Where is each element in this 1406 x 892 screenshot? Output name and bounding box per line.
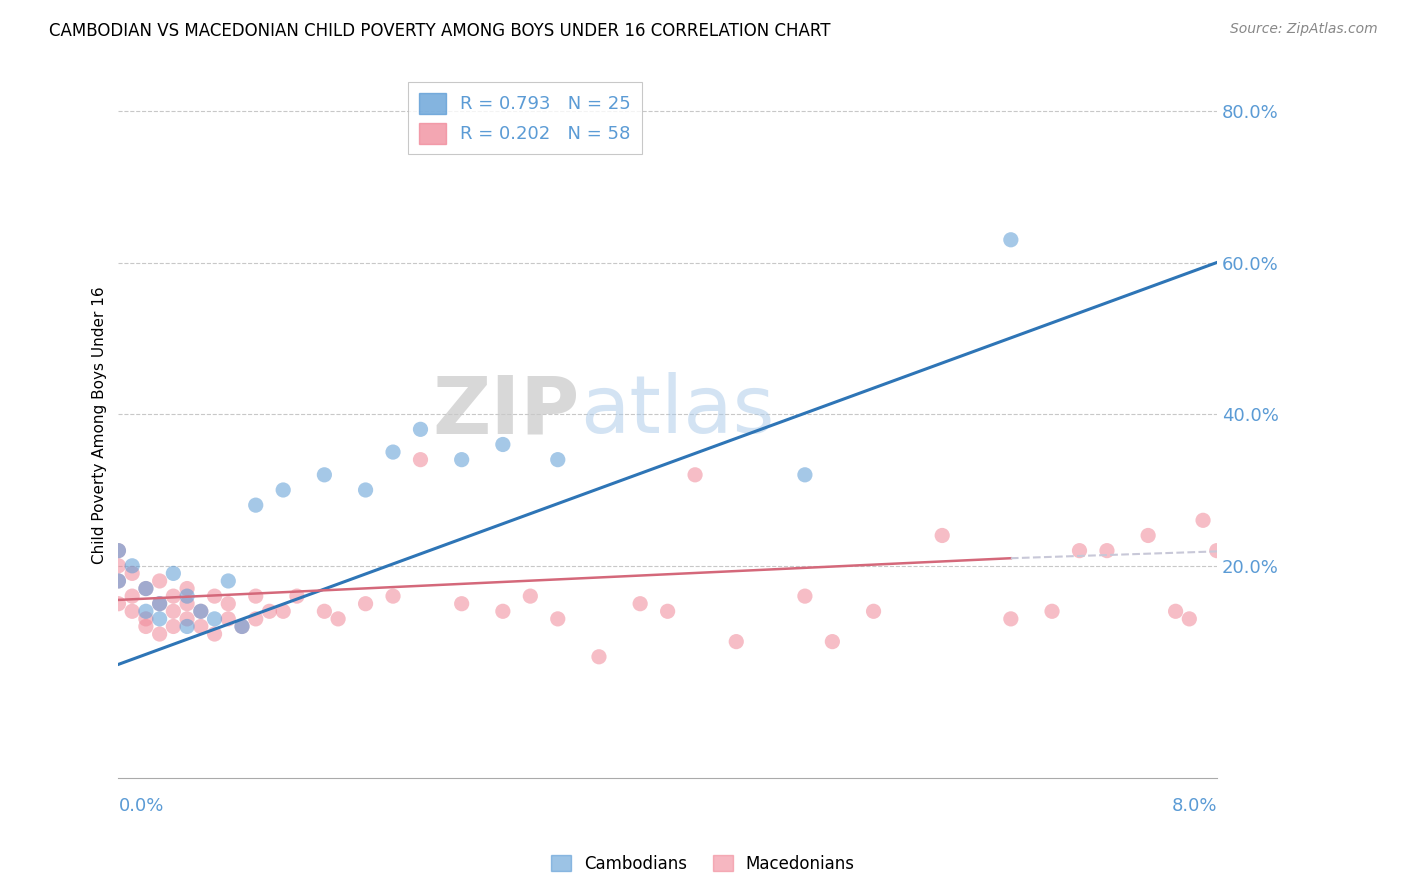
Point (1000, 612, 1022, 626)
Point (683, 467, 706, 482)
Point (271, 483, 294, 497)
Point (162, 566, 184, 581)
Point (862, 604, 884, 618)
Point (176, 589, 198, 603)
Point (107, 543, 129, 558)
Point (107, 574, 129, 588)
Point (245, 498, 267, 512)
Point (314, 604, 336, 618)
Point (135, 582, 157, 596)
Point (176, 612, 198, 626)
Point (1095, 543, 1118, 558)
Point (285, 589, 308, 603)
Point (176, 582, 198, 596)
Point (204, 612, 226, 626)
Point (231, 619, 253, 633)
Text: atlas: atlas (579, 373, 775, 450)
Point (217, 597, 239, 611)
Point (492, 604, 515, 618)
Point (135, 619, 157, 633)
Point (519, 589, 541, 603)
Point (162, 619, 184, 633)
Point (121, 589, 143, 603)
Point (1069, 543, 1091, 558)
Text: 0.0%: 0.0% (118, 797, 165, 815)
Point (1137, 528, 1160, 542)
Point (492, 437, 515, 451)
Point (628, 597, 651, 611)
Text: Source: ZipAtlas.com: Source: ZipAtlas.com (1230, 22, 1378, 37)
Point (107, 597, 129, 611)
Point (821, 634, 844, 648)
Point (1192, 513, 1215, 527)
Point (657, 604, 679, 618)
Point (326, 612, 349, 626)
Point (725, 634, 748, 648)
Point (354, 597, 377, 611)
Point (135, 604, 157, 618)
Point (382, 589, 405, 603)
Point (176, 619, 198, 633)
Point (149, 627, 172, 641)
Point (931, 528, 953, 542)
Legend: Cambodians, Macedonians: Cambodians, Macedonians (544, 848, 862, 880)
Point (190, 604, 212, 618)
Point (450, 597, 472, 611)
Point (259, 604, 281, 618)
Point (547, 612, 569, 626)
Point (176, 597, 198, 611)
Point (231, 619, 253, 633)
Point (1040, 604, 1063, 618)
Point (217, 612, 239, 626)
Point (107, 574, 129, 588)
Point (204, 627, 226, 641)
Text: 8.0%: 8.0% (1171, 797, 1216, 815)
Point (121, 604, 143, 618)
Point (1164, 604, 1187, 618)
Y-axis label: Child Poverty Among Boys Under 16: Child Poverty Among Boys Under 16 (93, 286, 107, 565)
Point (149, 612, 172, 626)
Point (547, 452, 569, 467)
Point (217, 574, 239, 588)
Point (409, 452, 432, 467)
Point (1178, 612, 1201, 626)
Point (382, 445, 405, 459)
Point (314, 467, 336, 482)
Point (190, 604, 212, 618)
Point (162, 604, 184, 618)
Point (245, 612, 267, 626)
Point (354, 483, 377, 497)
Text: CAMBODIAN VS MACEDONIAN CHILD POVERTY AMONG BOYS UNDER 16 CORRELATION CHART: CAMBODIAN VS MACEDONIAN CHILD POVERTY AM… (49, 22, 831, 40)
Point (107, 543, 129, 558)
Point (588, 649, 610, 664)
Point (793, 589, 815, 603)
Point (149, 597, 172, 611)
Legend: R = 0.793   N = 25, R = 0.202   N = 58: R = 0.793 N = 25, R = 0.202 N = 58 (408, 82, 641, 154)
Text: ZIP: ZIP (433, 373, 579, 450)
Point (149, 597, 172, 611)
Point (121, 566, 143, 581)
Point (450, 452, 472, 467)
Point (149, 574, 172, 588)
Point (409, 422, 432, 436)
Point (121, 558, 143, 573)
Point (1205, 543, 1227, 558)
Point (135, 582, 157, 596)
Point (190, 619, 212, 633)
Point (162, 589, 184, 603)
Point (271, 604, 294, 618)
Point (793, 467, 815, 482)
Point (1000, 233, 1022, 247)
Point (107, 558, 129, 573)
Point (135, 612, 157, 626)
Point (204, 589, 226, 603)
Point (245, 589, 267, 603)
